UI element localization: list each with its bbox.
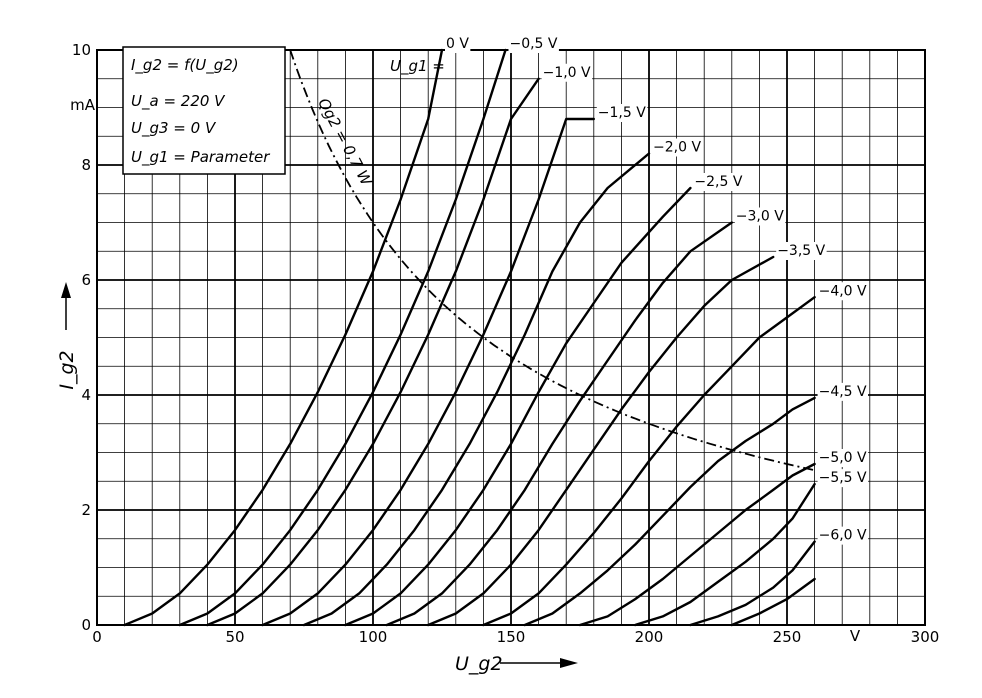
x-axis-arrow-head [560, 658, 578, 668]
curves [123, 48, 816, 627]
x-tick-label: 0 [92, 628, 102, 646]
x-axis-title: U_g2 [455, 653, 503, 675]
series-label: −0,5 V [509, 36, 557, 52]
y-tick-label: 4 [81, 386, 91, 404]
series-label-bg [596, 104, 648, 122]
series-label-bg [541, 63, 593, 82]
series-line [578, 462, 816, 627]
series-label: −3,0 V [736, 209, 784, 225]
series-label-bg [652, 138, 703, 157]
series-label: −5,5 V [819, 470, 867, 486]
x-tick-label: 100 [359, 628, 388, 646]
series-label-bg [693, 173, 744, 191]
series-label-bg [817, 449, 869, 467]
series-label: −4,5 V [819, 384, 867, 400]
x-tick-label: 200 [635, 628, 664, 646]
y-unit-label: mA [70, 96, 96, 114]
series-label-bg [445, 35, 471, 53]
series-line [634, 482, 816, 627]
x-axis-title-group: U_g2 [455, 653, 578, 675]
series-label: −1,5 V [598, 105, 646, 121]
series-label: −6,0 V [819, 528, 867, 544]
y-axis-title: I_g2 [56, 350, 78, 389]
series-label: −4,0 V [819, 283, 867, 299]
legend-line-2: U_a = 220 V [131, 92, 226, 111]
parameter-symbol: U_g1 = [390, 57, 445, 76]
series-line [482, 296, 816, 627]
series-line [344, 186, 692, 627]
series-line [261, 117, 595, 627]
y-axis-title-group: I_g2 [56, 282, 78, 390]
series-label: −3,5 V [777, 243, 825, 259]
power-dissipation-curve [289, 49, 815, 472]
series-line [178, 48, 507, 627]
series-label-bg [508, 35, 559, 53]
series-label-bg [817, 526, 869, 545]
y-tick-label: 8 [81, 156, 91, 174]
x-tick-label: 50 [225, 628, 244, 646]
x-tick-label: 300 [911, 628, 940, 646]
series-line [302, 152, 651, 627]
y-tick-label: 6 [81, 271, 91, 289]
legend-box-frame [122, 46, 286, 175]
x-tick-label: 150 [497, 628, 526, 646]
series-line [689, 540, 816, 627]
y-tick-label: 10 [72, 41, 91, 59]
series-label: −2,5 V [694, 174, 742, 190]
x-tick-label: 250 [773, 628, 802, 646]
grid [96, 49, 926, 626]
legend-line-3: U_g3 = 0 V [131, 119, 217, 138]
legend-line-4: U_g1 = Parameter [131, 148, 270, 167]
series-line [427, 255, 775, 627]
x-unit-label: V [850, 627, 861, 645]
series-label: −2,0 V [653, 140, 701, 156]
series-line [206, 77, 540, 627]
series-label-bg [817, 282, 869, 301]
y-tick-label: 0 [81, 616, 91, 634]
series-label-bg [776, 242, 827, 260]
series-line [523, 396, 816, 627]
series-label: 0 V [446, 36, 469, 52]
series-label: −5,0 V [819, 450, 867, 466]
series-label-bg [734, 207, 786, 226]
legend-line-1: I_g2 = f(U_g2) [131, 56, 239, 75]
series-line [385, 221, 733, 627]
legend-box: I_g2 = f(U_g2) U_a = 220 V U_g3 = 0 V U_… [122, 46, 286, 175]
series-line [730, 577, 816, 627]
series-label-bg [817, 469, 869, 488]
y-tick-label: 2 [81, 501, 91, 519]
y-axis-arrow-head [61, 282, 71, 298]
series-label: −1,0 V [543, 65, 591, 81]
series-label-bg [817, 382, 869, 401]
series-line [123, 48, 444, 627]
